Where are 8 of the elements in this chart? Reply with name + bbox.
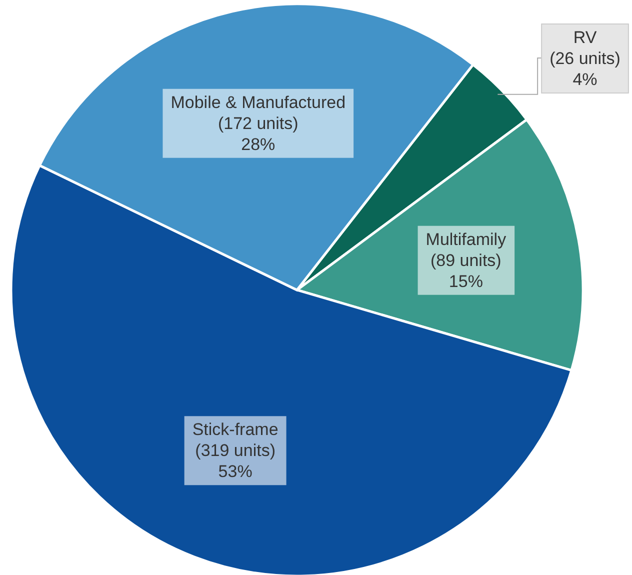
- data-label: (319 units) 53%: [195, 441, 276, 482]
- data-label: (172 units) 28%: [218, 114, 298, 154]
- slice-label: Multifamily: [426, 230, 507, 249]
- data-label: (89 units) 15%: [430, 250, 502, 291]
- data-label: (26 units) 4%: [550, 49, 620, 89]
- slice-label: Stick-frame: [192, 420, 278, 440]
- slice-label: RV: [573, 28, 598, 47]
- slice-label: Mobile & Manufactured: [170, 92, 346, 112]
